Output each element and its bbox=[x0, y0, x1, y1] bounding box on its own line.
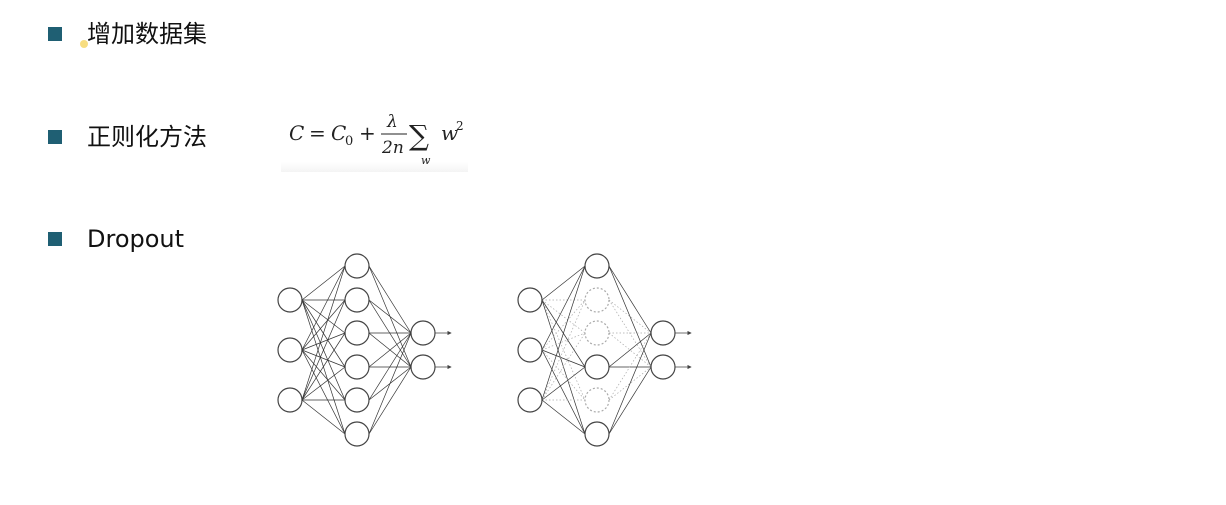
network-edge bbox=[541, 349, 586, 401]
network-edge bbox=[541, 265, 586, 401]
network-edge bbox=[541, 265, 586, 351]
neuron bbox=[344, 354, 370, 380]
network-edge bbox=[301, 265, 346, 301]
network-edge bbox=[608, 299, 652, 368]
regularization-formula: C = C 0 + λ 2n ∑ w w 2 bbox=[281, 104, 468, 172]
formula-c0-subscript: 0 bbox=[345, 134, 353, 149]
network-edge bbox=[608, 332, 652, 401]
network-edge bbox=[608, 265, 652, 334]
neuron bbox=[650, 354, 676, 380]
formula-term-superscript: 2 bbox=[456, 119, 464, 133]
dropout-diagram bbox=[270, 250, 710, 454]
network-edge bbox=[301, 265, 346, 401]
bullet-item-regularization: 正则化方法 bbox=[48, 122, 207, 152]
bullet-label: Dropout bbox=[87, 225, 185, 253]
network-edge bbox=[541, 299, 586, 351]
neuron bbox=[344, 320, 370, 346]
network-edge bbox=[301, 299, 346, 401]
neuron bbox=[277, 287, 303, 313]
neuron bbox=[517, 337, 543, 363]
formula-equals: = bbox=[309, 121, 326, 145]
network-edge bbox=[541, 399, 586, 435]
formula-term: w bbox=[441, 121, 458, 145]
network-edge bbox=[368, 332, 412, 401]
network-edge bbox=[541, 299, 586, 401]
bullet-label: 正则化方法 bbox=[87, 123, 207, 151]
network-edge bbox=[301, 332, 346, 401]
bullet-item-dropout: Dropout bbox=[48, 224, 184, 254]
neuron bbox=[584, 354, 610, 380]
formula-lhs: C bbox=[289, 121, 304, 145]
network-edge bbox=[541, 366, 586, 401]
network-edge bbox=[541, 332, 586, 401]
neuron bbox=[344, 421, 370, 447]
network-edge bbox=[541, 299, 586, 334]
network-edge bbox=[301, 299, 346, 334]
network-edge bbox=[301, 399, 346, 435]
dropout-network bbox=[517, 253, 692, 447]
network-edge bbox=[608, 332, 652, 435]
neuron bbox=[517, 387, 543, 413]
network-edge bbox=[301, 349, 346, 401]
dropped-neuron bbox=[584, 320, 610, 346]
network-edge bbox=[608, 366, 652, 435]
summation-subscript: w bbox=[421, 154, 431, 167]
bullet-item-dataset: 增加数据集 bbox=[48, 19, 207, 49]
neuron bbox=[584, 421, 610, 447]
network-edge bbox=[541, 265, 586, 301]
cursor-highlight bbox=[80, 40, 88, 48]
neuron bbox=[517, 287, 543, 313]
neuron bbox=[650, 320, 676, 346]
formula-c0: C bbox=[331, 121, 346, 145]
network-edge bbox=[608, 265, 652, 368]
network-edge bbox=[608, 332, 652, 368]
bullet-label: 增加数据集 bbox=[87, 20, 207, 48]
neuron bbox=[277, 387, 303, 413]
network-edge bbox=[368, 332, 412, 368]
formula-plus: + bbox=[359, 121, 376, 145]
neuron bbox=[277, 337, 303, 363]
network-edge bbox=[301, 332, 346, 351]
network-edge bbox=[368, 299, 412, 334]
neuron bbox=[344, 287, 370, 313]
formula-denominator: 2n bbox=[381, 138, 404, 158]
network-edge bbox=[368, 366, 412, 435]
network-edge bbox=[368, 265, 412, 334]
formula-numerator: λ bbox=[386, 112, 398, 132]
network-edge bbox=[541, 299, 586, 401]
network-edge bbox=[541, 349, 586, 368]
network-edge bbox=[541, 332, 586, 351]
bullet-square-icon bbox=[48, 130, 62, 144]
neural-network-diagrams bbox=[277, 253, 692, 447]
neuron bbox=[410, 320, 436, 346]
network-edge bbox=[368, 299, 412, 368]
neuron bbox=[410, 354, 436, 380]
neuron bbox=[584, 253, 610, 279]
summation-symbol: ∑ bbox=[409, 119, 429, 152]
dropped-neuron bbox=[584, 287, 610, 313]
network-edge bbox=[541, 349, 586, 435]
network-edge bbox=[301, 299, 346, 351]
network-edge bbox=[301, 265, 346, 351]
neuron bbox=[344, 253, 370, 279]
bullet-square-icon bbox=[48, 232, 62, 246]
network-edge bbox=[301, 349, 346, 435]
network-edge bbox=[368, 332, 412, 435]
neuron bbox=[344, 387, 370, 413]
bullet-square-icon bbox=[48, 27, 62, 41]
dropped-neuron bbox=[584, 387, 610, 413]
network-edge bbox=[301, 349, 346, 368]
network-edge bbox=[301, 366, 346, 401]
standard-network bbox=[277, 253, 452, 447]
